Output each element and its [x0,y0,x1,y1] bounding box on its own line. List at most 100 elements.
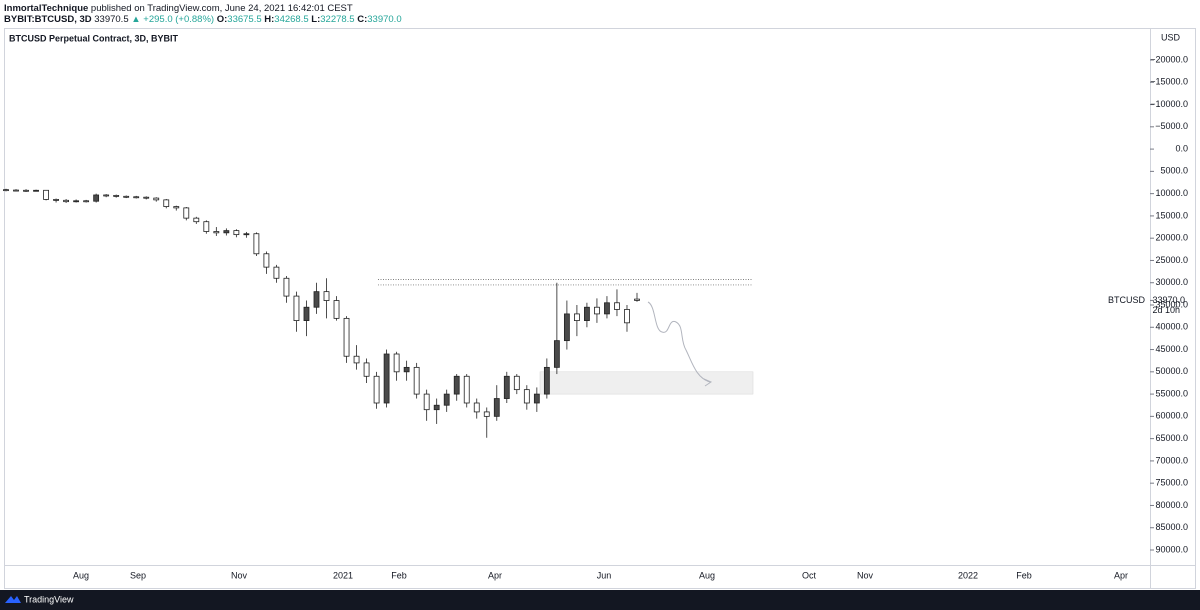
candle-body [543,366,550,395]
l: 32278.5 [320,14,354,25]
x-tick-label: Aug [699,570,715,580]
x-tick-label: Jun [597,570,612,580]
x-tick-label: Nov [857,570,874,580]
candle-body [233,230,240,236]
candle-body [453,375,460,395]
candle-body [103,194,110,197]
candle-body [273,266,280,279]
y-tick-label: 5000.0 [1160,166,1188,176]
candle-body [113,195,120,197]
candle-body [203,221,210,232]
candle-body [353,355,360,364]
candle-body [13,189,19,192]
candle-body [634,298,640,301]
candle-body [243,233,250,236]
h: 34268.5 [274,14,308,25]
o-label: O: [217,14,228,25]
y-tick-label: 65000.0 [1155,433,1188,443]
candle-body [283,277,290,297]
author: InmortalTechnique [4,3,88,14]
chart-title: BTCUSD Perpetual Contract, 3D, BYBIT [9,33,179,43]
y-tick-label: 30000.0 [1155,277,1188,287]
x-tick-label: 2021 [333,570,353,580]
candle-body [553,340,560,368]
axis-unit: USD [1161,32,1181,42]
candle-body [373,375,380,404]
last-name: BTCUSD [1108,295,1146,305]
x-tick-label: 2022 [958,570,978,580]
header-line-1: InmortalTechnique published on TradingVi… [4,3,353,14]
header-line-2: BYBIT:BTCUSD, 3D 33970.5 ▲ +295.0 (+0.88… [4,14,402,25]
y-tick-label: 10000.0 [1155,188,1188,198]
symbol: BYBIT:BTCUSD, 3D [4,14,92,25]
y-tick-label: 85000.0 [1155,522,1188,532]
y-tick-label: 40000.0 [1155,322,1188,332]
y-tick-label: 25000.0 [1155,255,1188,265]
c-label: C: [357,14,367,25]
y-tick-label: 20000.0 [1155,233,1188,243]
candle-body [383,353,390,404]
candle-body [433,404,440,411]
candle-body [594,306,600,315]
y-tick-label: 90000.0 [1155,544,1188,554]
candle-body [213,231,220,234]
y-tick-label: 55000.0 [1155,388,1188,398]
chart-frame [4,28,1196,589]
candle-body [143,196,150,199]
y-tick-label: 50000.0 [1155,366,1188,376]
candle-body [363,362,370,377]
y-tick-label: −10000.0 [1150,99,1188,109]
y-tick-label: 15000.0 [1155,210,1188,220]
o: 33675.5 [227,14,261,25]
price: 33970.5 [94,14,128,25]
candle-body [163,199,170,207]
candle-body [604,302,610,315]
candle-body [523,389,530,404]
candle-body [33,189,39,192]
x-tick-label: Apr [1114,570,1128,580]
y-tick-label: −15000.0 [1150,77,1188,87]
y-tick-label: 35000.0 [1155,299,1188,309]
candle-body [263,253,270,268]
candle-body [133,196,140,199]
candle-body [423,393,430,411]
x-tick-label: Aug [73,570,89,580]
candle-body [473,402,480,413]
candle-body [253,233,260,255]
y-tick-label: 60000.0 [1155,411,1188,421]
published: published on TradingView.com, June 24, 2… [91,3,353,14]
candle-body [533,393,540,404]
candle-body [493,398,500,417]
candle-body [63,199,69,203]
y-tick-label: −20000.0 [1150,54,1188,64]
y-tick-label: 70000.0 [1155,455,1188,465]
candle-body [403,366,410,373]
zone [539,371,754,395]
footer-bar [0,590,1200,610]
candle-body [173,206,180,209]
plot: −20000.0 −15000.0 −10000.0 −5000.0 0.0 5000.0… [3,54,1188,580]
x-tick-label: Feb [1016,570,1032,580]
candle-body [443,393,450,406]
candle-body [83,200,90,203]
candle-body [183,207,190,219]
candle-body [153,197,160,201]
x-tick-label: Sep [130,570,146,580]
candle-body [563,313,570,342]
h-label: H: [264,14,274,25]
candle-body [503,375,510,399]
l-label: L: [311,14,320,25]
candle-body [53,199,59,201]
candle-body [614,302,620,310]
candle-body [223,230,230,234]
candle-body [343,317,350,357]
candle-body [193,217,200,223]
candle-body [574,313,580,321]
y-tick-label: 45000.0 [1155,344,1188,354]
candle-body [123,195,130,198]
candle-body [483,411,490,417]
y-tick-label: −5000.0 [1155,121,1188,131]
candle-body [293,295,300,321]
